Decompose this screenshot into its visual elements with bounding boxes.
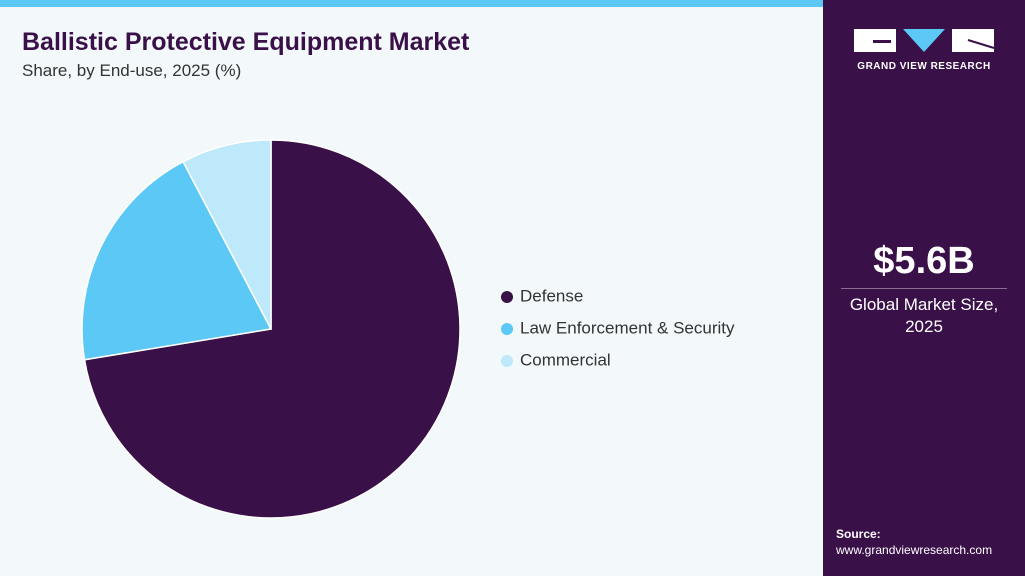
top-bar — [0, 0, 823, 7]
pie-slice — [81, 160, 273, 361]
market-size-label: Global Market Size, 2025 — [849, 295, 999, 336]
source-url: www.grandviewresearch.com — [836, 543, 993, 557]
legend-marker — [501, 291, 513, 303]
divider — [841, 288, 1007, 289]
legend-label: Commercial — [520, 350, 611, 369]
pie-slice — [182, 139, 272, 330]
chart: Defense Law Enforcement & Security Commerc… — [81, 139, 735, 519]
sidebar: GRAND VIEW RESEARCH $5.6B Global Market … — [823, 0, 1025, 576]
logo — [854, 29, 995, 52]
legend-label: Defense — [520, 286, 583, 305]
brand: GRAND VIEW RESEARCH — [857, 61, 991, 72]
legend-marker — [501, 323, 513, 335]
source-label: Source: — [836, 527, 881, 541]
market-size: $5.6B — [873, 240, 975, 282]
legend-label: Law Enforcement & Security — [520, 318, 735, 337]
chart-subtitle: Share, by End-use, 2025 (%) — [22, 61, 242, 80]
pie-slice — [83, 139, 461, 519]
chart-title: Ballistic Protective Equipment Market — [22, 28, 470, 56]
legend-marker — [501, 355, 513, 367]
